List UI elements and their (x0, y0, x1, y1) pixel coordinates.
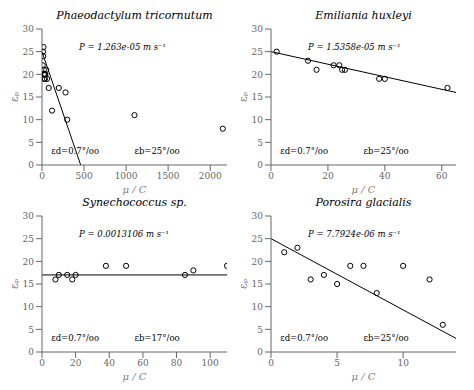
svg-text:25: 25 (252, 234, 264, 244)
svg-text:εₚ: εₚ (8, 278, 21, 289)
svg-text:15: 15 (23, 92, 35, 102)
html-text:εb=17°/oo: εb=17°/oo (134, 333, 180, 344)
svg-text:25: 25 (23, 234, 35, 244)
html-text:Phaeodactylum tricornutum: Phaeodactylum tricornutum (56, 9, 213, 22)
html-text:P = 1.5358e-05 m s⁻¹: P = 1.5358e-05 m s⁻¹ (308, 41, 401, 52)
svg-text:10: 10 (252, 115, 264, 125)
svg-text:0: 0 (257, 160, 263, 170)
html-text:εd=0.7°/oo: εd=0.7°/oo (51, 146, 100, 157)
svg-text:0: 0 (268, 358, 274, 368)
svg-text:5: 5 (334, 358, 340, 368)
html-text:εb=25°/oo: εb=25°/oo (134, 146, 180, 157)
svg-text:0: 0 (257, 347, 263, 357)
svg-text:20: 20 (70, 358, 82, 368)
svg-text:1000: 1000 (115, 171, 138, 181)
svg-text:5: 5 (28, 138, 34, 148)
svg-text:30: 30 (23, 24, 35, 34)
html-text:εd=0.7°/oo: εd=0.7°/oo (51, 333, 100, 344)
html-text:εb=25°/oo: εb=25°/oo (363, 333, 409, 344)
html-text:P = 0.0013106 m s⁻¹: P = 0.0013106 m s⁻¹ (79, 228, 169, 239)
svg-text:2000: 2000 (199, 171, 222, 181)
svg-text:εₚ: εₚ (8, 91, 21, 102)
svg-text:15: 15 (23, 279, 35, 289)
svg-text:μ / C: μ / C (352, 371, 376, 382)
svg-text:5: 5 (257, 138, 263, 148)
html-text:εd=0.7°/oo: εd=0.7°/oo (280, 146, 329, 157)
svg-text:1500: 1500 (157, 171, 180, 181)
svg-text:20: 20 (322, 171, 334, 181)
svg-text:εₚ: εₚ (237, 91, 250, 102)
svg-text:10: 10 (252, 302, 264, 312)
svg-text:60: 60 (436, 171, 448, 181)
svg-text:15: 15 (252, 279, 264, 289)
svg-text:20: 20 (252, 257, 264, 267)
svg-text:30: 30 (23, 211, 35, 221)
svg-text:0: 0 (28, 160, 34, 170)
svg-text:500: 500 (75, 171, 92, 181)
svg-text:μ / C: μ / C (352, 184, 376, 195)
svg-text:60: 60 (137, 358, 149, 368)
svg-text:15: 15 (252, 92, 264, 102)
svg-text:5: 5 (28, 325, 34, 335)
html-text:εd=0.7°/oo: εd=0.7°/oo (280, 333, 329, 344)
svg-text:25: 25 (252, 47, 264, 57)
svg-text:80: 80 (171, 358, 183, 368)
svg-text:25: 25 (23, 47, 35, 57)
svg-text:20: 20 (252, 70, 264, 80)
svg-text:εₚ: εₚ (237, 278, 250, 289)
svg-text:20: 20 (23, 257, 35, 267)
svg-text:0: 0 (28, 347, 34, 357)
svg-text:40: 40 (104, 358, 116, 368)
svg-text:30: 30 (252, 211, 264, 221)
svg-text:100: 100 (202, 358, 219, 368)
html-text:Emiliania huxleyi: Emiliania huxleyi (315, 9, 412, 22)
svg-text:0: 0 (39, 358, 45, 368)
svg-text:0: 0 (39, 171, 45, 181)
html-text:P = 1.263e-05 m s⁻¹: P = 1.263e-05 m s⁻¹ (79, 41, 166, 52)
html-text:εb=25°/oo: εb=25°/oo (363, 146, 409, 157)
svg-text:0: 0 (268, 171, 274, 181)
svg-text:10: 10 (397, 358, 409, 368)
svg-text:μ / C: μ / C (123, 371, 147, 382)
svg-text:5: 5 (257, 325, 263, 335)
svg-text:10: 10 (23, 302, 35, 312)
svg-text:20: 20 (23, 70, 35, 80)
html-text:Synechococcus sp.: Synechococcus sp. (82, 196, 187, 209)
svg-text:μ / C: μ / C (123, 184, 147, 195)
svg-text:30: 30 (252, 24, 264, 34)
svg-text:40: 40 (379, 171, 391, 181)
html-text:P = 7.7924e-06 m s⁻¹: P = 7.7924e-06 m s⁻¹ (308, 228, 401, 239)
html-text:Porosira glacialis: Porosira glacialis (315, 196, 412, 209)
svg-text:10: 10 (23, 115, 35, 125)
